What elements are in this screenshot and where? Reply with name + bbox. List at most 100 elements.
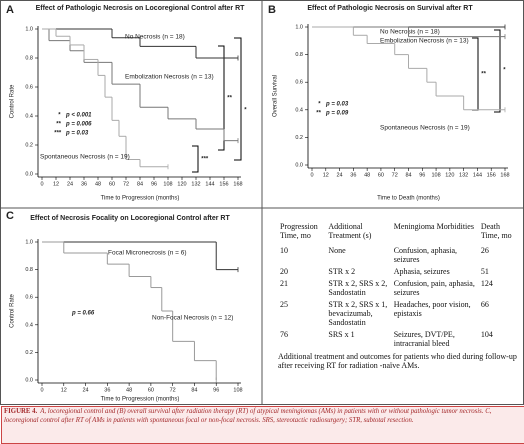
chart-title: Effect of Pathologic Necrosis on Locoreg… xyxy=(36,5,246,12)
y-axis-label: Control Rate xyxy=(10,84,16,118)
bracket xyxy=(218,45,225,151)
header-row: Progression Time, mo Additional Treatment… xyxy=(278,222,520,246)
x-tick-label: 60 xyxy=(148,387,154,393)
annotation: * xyxy=(58,113,61,119)
annotation: p = 0.09 xyxy=(325,111,349,117)
table-cell: STR x 2, SRS x 1, bevacizumab, Sandostat… xyxy=(328,300,388,327)
annotation: *** xyxy=(54,131,62,137)
x-tick-label: 156 xyxy=(219,181,228,187)
x-tick-label: 24 xyxy=(67,181,73,187)
x-tick-label: 60 xyxy=(378,172,384,178)
x-tick-label: 168 xyxy=(233,181,242,187)
x-tick-label: 144 xyxy=(473,172,482,178)
annotation: * xyxy=(503,68,506,74)
x-tick-label: 72 xyxy=(123,181,129,187)
x-tick-label: 60 xyxy=(109,181,115,187)
table-cell: SRS x 1 xyxy=(328,330,355,339)
table-cell: STR x 2 xyxy=(328,267,356,276)
bracket xyxy=(192,145,199,173)
series-label: Spontaneous Necrosis (n = 19) xyxy=(40,154,130,161)
x-tick-label: 108 xyxy=(233,387,242,393)
table-cell: Confusion, pain, aphasia, seizures xyxy=(393,279,475,297)
series-label: Embolization Necrosis (n = 13) xyxy=(125,74,214,81)
series-label: Spontaneous Necrosis (n = 19) xyxy=(380,125,470,132)
y-tick-label: 0.2 xyxy=(295,135,303,141)
x-tick-label: 48 xyxy=(364,172,370,178)
chart-title: Effect of Pathologic Necrosis on Surviva… xyxy=(307,5,473,12)
y-tick-label: 0.2 xyxy=(25,142,33,148)
table-cell: Aphasia, seizures xyxy=(393,267,450,276)
y-tick-label: 0.6 xyxy=(25,84,33,90)
table-footnote: Additional treatment and outcomes for pa… xyxy=(278,352,517,370)
y-axis-label: Control Rate xyxy=(10,293,16,327)
x-tick-label: 36 xyxy=(104,387,110,393)
series-label: No Necrosis (n = 18) xyxy=(125,34,185,41)
table-row: 21 STR x 2, SRS x 2, Sandostatin Confusion… xyxy=(278,279,520,300)
y-tick-label: 1.0 xyxy=(25,26,33,32)
x-tick-label: 96 xyxy=(213,387,219,393)
annotation: p = 0.006 xyxy=(65,122,92,128)
x-tick-label: 168 xyxy=(500,172,509,178)
x-tick-label: 24 xyxy=(82,387,88,393)
y-tick-label: 0.4 xyxy=(25,322,33,328)
y-tick-label: 0.6 xyxy=(295,80,303,86)
x-axis-label: Time to Progression (months) xyxy=(101,397,180,403)
y-tick-label: 0.0 xyxy=(25,171,33,177)
y-tick-label: 0.8 xyxy=(25,267,33,273)
caption-text: A, locoregional control and (B) overall … xyxy=(4,408,492,424)
annotation: * xyxy=(318,102,321,108)
table-cell: None xyxy=(328,246,346,255)
figure: A B C Effect of Pathologic Necrosis on Loco… xyxy=(0,0,524,405)
bracket xyxy=(234,37,242,161)
x-tick-label: 48 xyxy=(95,181,101,187)
x-tick-label: 48 xyxy=(126,387,132,393)
table-cell: Headaches, poor vision, epistaxis xyxy=(393,300,471,318)
annotation: p = 0.66 xyxy=(71,311,95,317)
x-tick-label: 96 xyxy=(419,172,425,178)
annotation: ** xyxy=(227,96,232,102)
table-cell: 124 xyxy=(480,279,493,288)
x-tick-label: 144 xyxy=(205,181,214,187)
annotation: p = 0.03 xyxy=(325,102,349,108)
panel-label: B xyxy=(268,4,276,16)
y-axis-label: Overall Survival xyxy=(273,75,279,117)
table-body: 10 None Confusion, aphasia, seizures 26 20 ST… xyxy=(278,246,520,351)
y-tick-label: 0.8 xyxy=(295,52,303,58)
y-tick-label: 0.6 xyxy=(25,295,33,301)
x-tick-label: 12 xyxy=(323,172,329,178)
outcomes-table: Progression Time, mo Additional Treatment… xyxy=(278,222,520,370)
table-cell: 21 xyxy=(280,279,288,288)
y-tick-label: 1.0 xyxy=(25,239,33,245)
table-cell: 76 xyxy=(280,330,288,339)
y-tick-label: 0.4 xyxy=(25,113,33,119)
table-row: 25 STR x 2, SRS x 1, bevacizumab, Sandost… xyxy=(278,300,520,330)
caption-label: FIGURE 4. xyxy=(4,408,38,415)
y-tick-label: 0.8 xyxy=(25,55,33,61)
annotation: ** xyxy=(316,111,321,117)
x-tick-label: 108 xyxy=(431,172,440,178)
x-tick-label: 36 xyxy=(350,172,356,178)
x-tick-label: 36 xyxy=(81,181,87,187)
table-cell: 26 xyxy=(480,246,489,255)
series-label: No Necrosis (n = 18) xyxy=(380,29,440,36)
y-tick-label: 0.0 xyxy=(25,377,33,383)
annotation: *** xyxy=(201,157,209,163)
bracket xyxy=(494,29,501,113)
table-cell: Confusion, aphasia, seizures xyxy=(393,246,458,264)
series-label: Embolization Necrosis (n = 13) xyxy=(380,38,469,45)
x-tick-label: 132 xyxy=(191,181,200,187)
x-tick-label: 24 xyxy=(337,172,343,178)
table-cell: 10 xyxy=(280,246,288,255)
annotation: * xyxy=(244,108,247,114)
x-tick-label: 120 xyxy=(177,181,186,187)
column-header: Meningioma Morbidities xyxy=(393,222,474,231)
y-tick-label: 0.2 xyxy=(25,350,33,356)
y-tick-label: 0.4 xyxy=(295,107,303,113)
x-axis-label: Time to Death (months) xyxy=(377,196,440,202)
x-tick-label: 72 xyxy=(170,387,176,393)
x-tick-label: 0 xyxy=(310,172,313,178)
panel-label: A xyxy=(6,4,14,16)
table: Progression Time, mo Additional Treatment… xyxy=(278,222,520,351)
x-tick-label: 96 xyxy=(151,181,157,187)
